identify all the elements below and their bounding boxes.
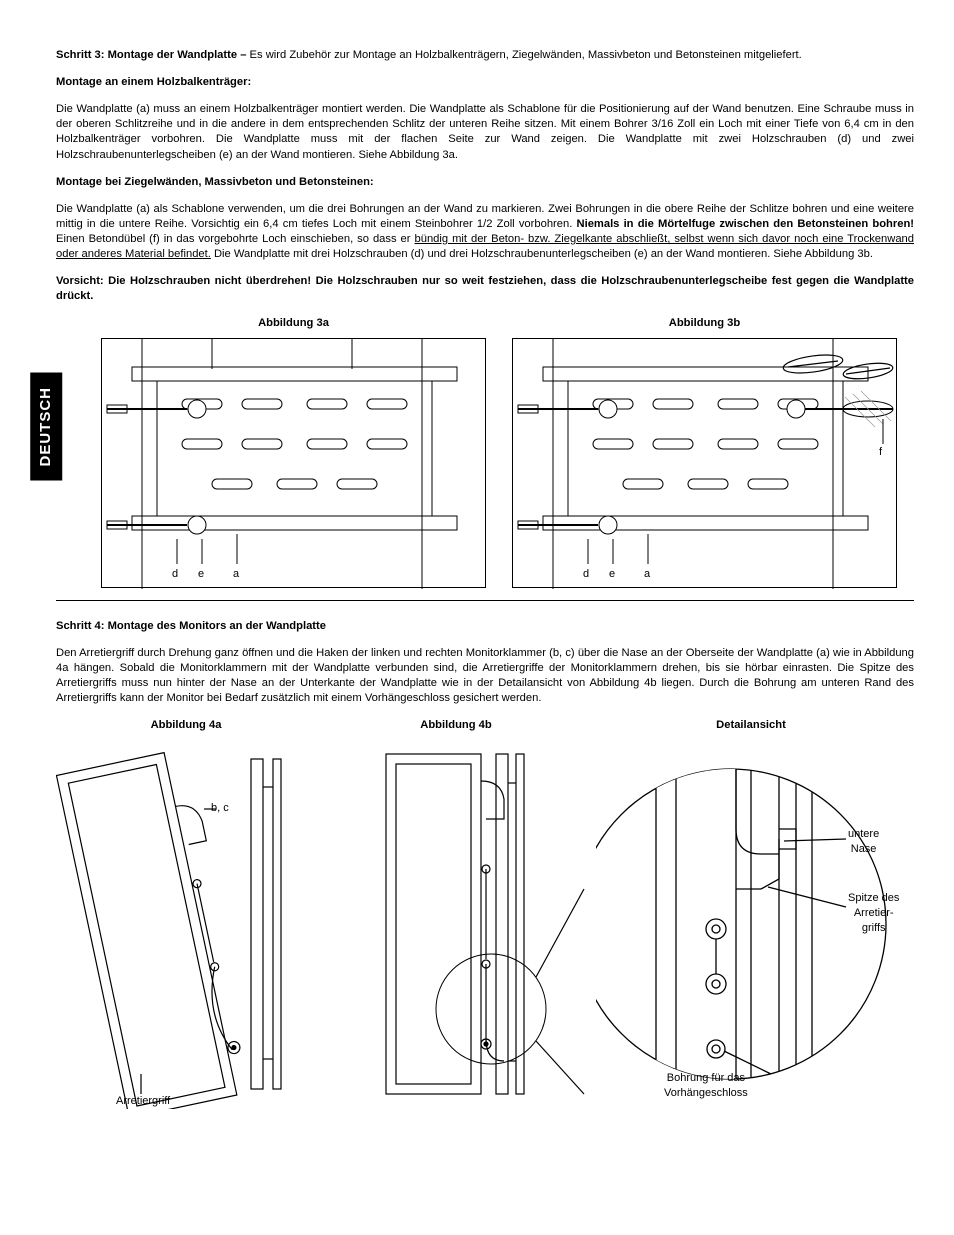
step3-lead-bold: Schritt 3: Montage der Wandplatte – xyxy=(56,49,250,61)
fig4a-label-bc: b, c xyxy=(211,801,229,816)
figure-3a-svg xyxy=(102,339,487,589)
figure-row-4: Abbildung 4a xyxy=(56,718,914,1109)
figure-3a-frame: d e a xyxy=(101,338,486,588)
figure-4b-svg xyxy=(326,739,586,1109)
step3-p2c: Einen Betondübel (f) in das vorgebohrte … xyxy=(56,233,415,245)
separator xyxy=(56,600,914,601)
figure-row-3: Abbildung 3a xyxy=(56,316,914,587)
step3-caution: Vorsicht: Die Holzschrauben nicht überdr… xyxy=(56,274,914,304)
fig3a-label-e: e xyxy=(198,567,204,582)
fig4c-label-bohrung: Bohrung für das Vorhängeschloss xyxy=(664,1071,748,1101)
figure-3b-svg xyxy=(513,339,898,589)
figure-3a-title: Abbildung 3a xyxy=(101,316,486,331)
figure-3b-title: Abbildung 3b xyxy=(512,316,897,331)
figure-4a-title: Abbildung 4a xyxy=(56,718,316,733)
figure-3a: Abbildung 3a xyxy=(101,316,486,587)
figure-4c-title: Detailansicht xyxy=(596,718,906,733)
figure-4a: Abbildung 4a xyxy=(56,718,316,1109)
step4-p1: Den Arretiergriff durch Drehung ganz öff… xyxy=(56,646,914,706)
language-tab: DEUTSCH xyxy=(30,373,62,481)
fig3b-label-e: e xyxy=(609,567,615,582)
fig3b-label-a: a xyxy=(644,567,650,582)
fig3b-label-f: f xyxy=(879,445,882,460)
step3-p1: Die Wandplatte (a) muss an einem Holzbal… xyxy=(56,102,914,162)
step3-lead: Schritt 3: Montage der Wandplatte – Es w… xyxy=(56,48,914,63)
step3-lead-rest: Es wird Zubehör zur Montage an Holzbalke… xyxy=(250,49,802,61)
step3-p2: Die Wandplatte (a) als Schablone verwend… xyxy=(56,202,914,262)
step3-p2e: Die Wandplatte mit drei Holzschrauben (d… xyxy=(211,248,873,260)
fig4c-label-spitze: Spitze des Arretier- griffs xyxy=(848,891,899,936)
step4-head: Schritt 4: Montage des Monitors an der W… xyxy=(56,619,914,634)
fig3a-label-a: a xyxy=(233,567,239,582)
step3-h1: Montage an einem Holzbalkenträger: xyxy=(56,75,914,90)
figure-3b-frame: d e a f xyxy=(512,338,897,588)
fig3a-label-d: d xyxy=(172,567,178,582)
figure-4b: Abbildung 4b xyxy=(326,718,586,1109)
step3-h2: Montage bei Ziegelwänden, Massivbeton un… xyxy=(56,175,914,190)
figure-4b-title: Abbildung 4b xyxy=(326,718,586,733)
figure-4c: Detailansicht xyxy=(596,718,906,1109)
figure-3b: Abbildung 3b xyxy=(512,316,897,587)
fig3b-label-d: d xyxy=(583,567,589,582)
fig4a-label-arretiergriff: Arretiergriff xyxy=(116,1094,170,1109)
fig4c-label-nase: untere Nase xyxy=(848,827,879,857)
figure-4a-svg xyxy=(56,739,316,1109)
step3-p2b: Niemals in die Mörtelfuge zwischen den B… xyxy=(577,218,915,230)
page-content: Schritt 3: Montage der Wandplatte – Es w… xyxy=(56,48,914,1109)
